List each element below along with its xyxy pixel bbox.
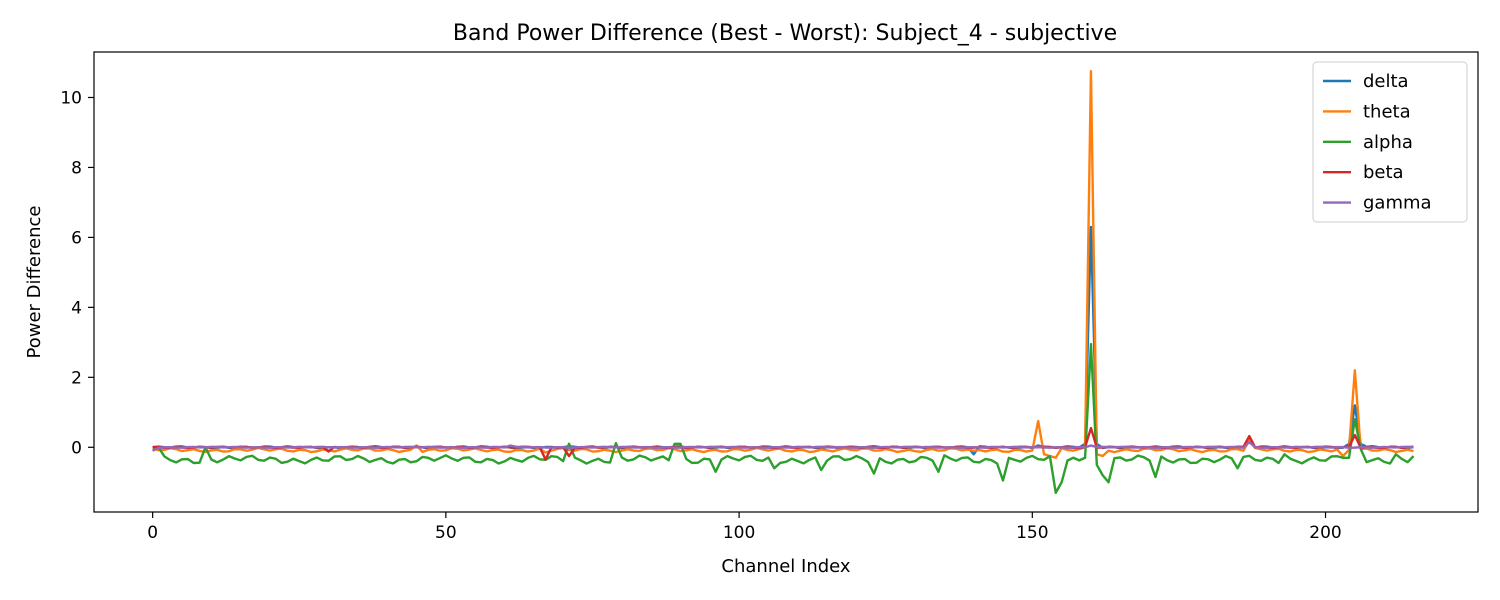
legend-box	[1312, 61, 1468, 223]
series-line-beta	[152, 426, 1414, 461]
legend-label-beta: beta	[1363, 162, 1404, 183]
y-tick-label: 4	[71, 298, 82, 318]
series-line-delta	[152, 225, 1414, 456]
y-tick-label: 0	[71, 438, 82, 458]
x-axis-label: Channel Index	[721, 556, 851, 577]
x-tick-label: 50	[435, 523, 457, 543]
y-axis: 0 2 4 6 8 10	[60, 88, 94, 458]
legend-label-theta: theta	[1363, 101, 1411, 122]
y-tick-label: 2	[71, 368, 82, 388]
legend-label-alpha: alpha	[1363, 132, 1413, 153]
plot-frame	[93, 51, 1479, 513]
x-tick-label: 0	[147, 523, 158, 543]
series-line-theta	[152, 70, 1414, 459]
legend-label-delta: delta	[1363, 71, 1409, 92]
series-line-gamma	[152, 440, 1414, 452]
x-tick-label: 200	[1309, 523, 1341, 543]
chart-title: Band Power Difference (Best - Worst): Su…	[453, 21, 1117, 46]
legend: delta theta alpha beta gamma	[1312, 61, 1468, 223]
x-axis: 0 50 100 150 200	[147, 512, 1342, 543]
series-layer	[152, 70, 1415, 494]
legend-label-gamma: gamma	[1363, 193, 1432, 214]
y-tick-label: 10	[60, 88, 82, 108]
y-axis-label: Power Difference	[24, 206, 45, 359]
x-tick-label: 150	[1016, 523, 1048, 543]
series-line-alpha	[152, 342, 1415, 494]
y-tick-label: 8	[71, 158, 82, 178]
y-tick-label: 6	[71, 228, 82, 248]
x-tick-label: 100	[723, 523, 755, 543]
